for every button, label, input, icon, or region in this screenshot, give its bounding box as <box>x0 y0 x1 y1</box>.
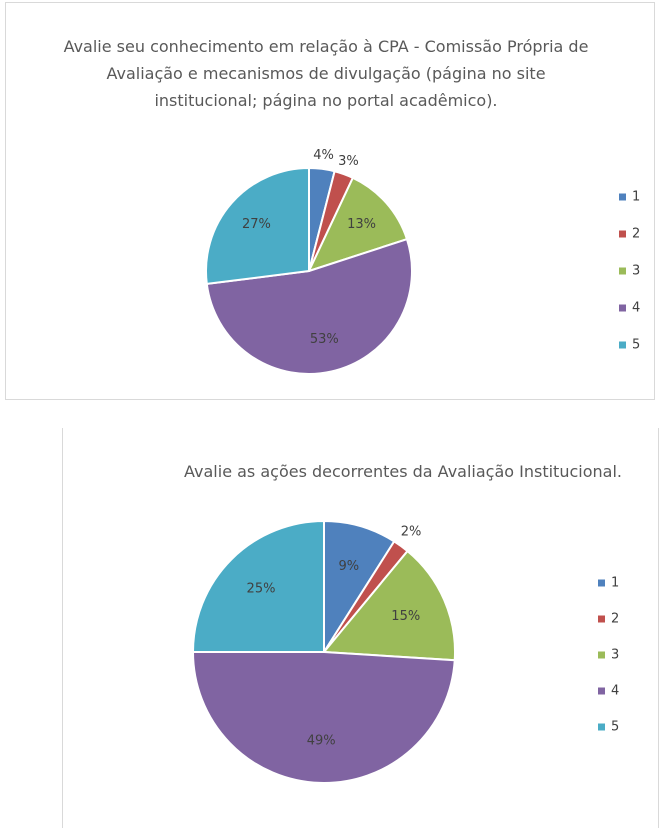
pie-slice <box>307 176 409 273</box>
data-label: 3% <box>338 154 359 169</box>
data-label: 27% <box>242 217 271 232</box>
legend-label: 3 <box>632 264 640 279</box>
legend-label: 3 <box>611 648 619 663</box>
legend-swatch <box>619 230 626 238</box>
legend-swatch <box>598 651 605 659</box>
legend-label: 4 <box>632 301 640 316</box>
data-label: 13% <box>347 217 376 232</box>
chart: 9% 2% 15% 49% 25% 1 2 3 4 5 <box>191 519 619 785</box>
legend-label: 5 <box>632 338 640 353</box>
pie-slice <box>191 519 325 653</box>
data-label: 2% <box>401 525 422 540</box>
legend-swatch <box>619 267 626 275</box>
legend-swatch <box>598 687 605 695</box>
chart-title: Avalie as ações decorrentes da Avaliação… <box>184 462 622 481</box>
legend-swatch <box>598 579 605 587</box>
chart-panel: Avalie seu conhecimento em relação à CPA… <box>5 2 655 400</box>
legend-swatch <box>619 304 626 312</box>
legend-swatch <box>598 615 605 623</box>
legend-swatch <box>619 341 626 349</box>
legend-swatch <box>619 193 626 201</box>
pie-slice <box>205 166 310 286</box>
legend-label: 2 <box>611 612 619 627</box>
legend-label: 1 <box>611 576 619 591</box>
data-label: 4% <box>313 148 334 163</box>
data-label: 15% <box>391 609 420 624</box>
chart-title: Avalie seu conhecimento em relação à CPA… <box>63 37 589 110</box>
legend-label: 1 <box>632 190 640 205</box>
pie-slice <box>205 237 413 375</box>
pie-slice <box>321 549 456 662</box>
data-label: 49% <box>307 734 336 749</box>
legend-label: 4 <box>611 684 619 699</box>
data-label: 9% <box>339 559 360 574</box>
pie-slice <box>191 651 456 785</box>
data-label: 25% <box>247 582 276 597</box>
chart-panel: Avalie as ações decorrentes da Avaliação… <box>62 428 659 828</box>
legend-label: 2 <box>632 227 640 242</box>
data-label: 53% <box>310 332 339 347</box>
legend-swatch <box>598 723 605 731</box>
legend-label: 5 <box>611 720 619 735</box>
chart: 4% 3% 13% 53% 27% 1 2 3 4 5 <box>205 148 640 375</box>
